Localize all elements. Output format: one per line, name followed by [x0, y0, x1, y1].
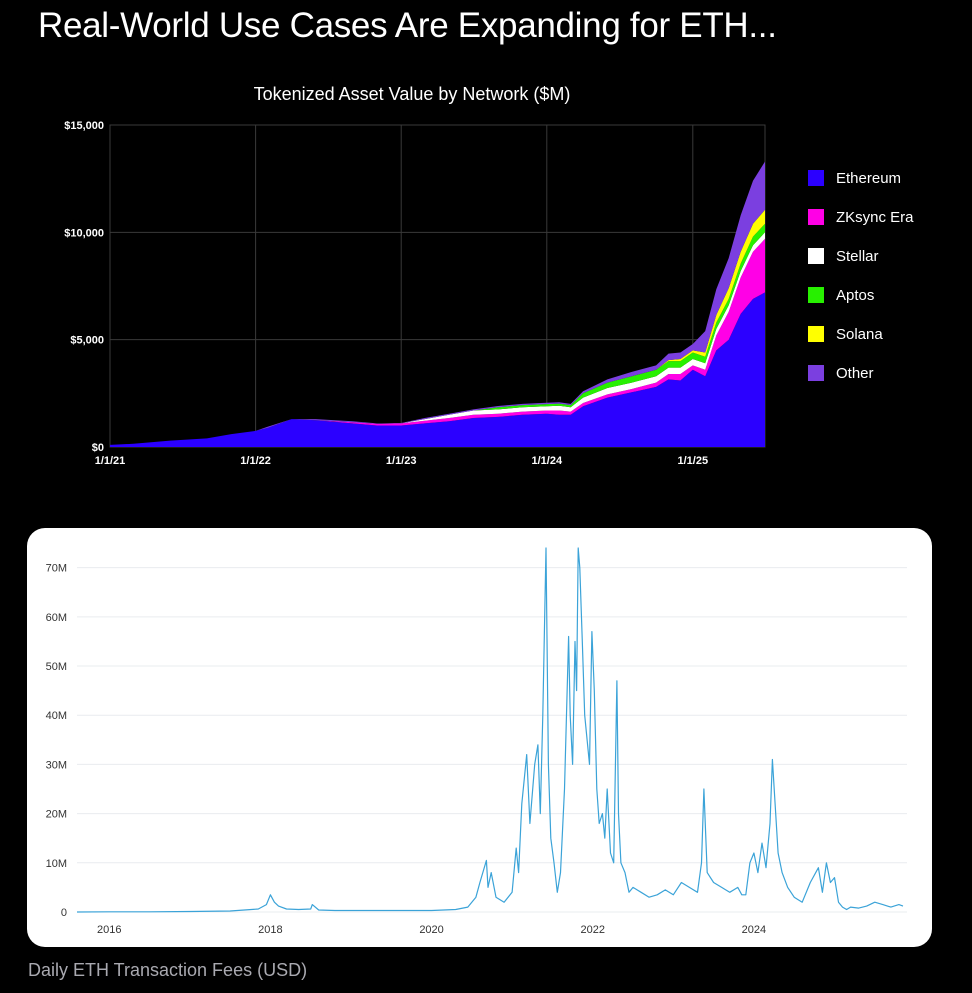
area-stellar [110, 232, 765, 445]
y-tick-label: $5,000 [70, 335, 104, 347]
legend: Ethereum ZKsync Era Stellar Aptos Solana Othe… [808, 170, 914, 382]
x-tick-label: 1/1/21 [95, 455, 126, 467]
x-tick-label: 2024 [742, 924, 766, 936]
x-axis-ticks: 2016 2018 2020 2022 2024 [97, 924, 766, 936]
x-tick-label: 1/1/25 [678, 455, 709, 467]
legend-label-aptos: Aptos [836, 287, 874, 304]
y-axis-ticks: $15,000 $10,000 $5,000 $0 [64, 120, 104, 454]
y-tick-label: 40M [46, 710, 67, 722]
x-tick-label: 1/1/24 [532, 455, 563, 467]
legend-label-ethereum: Ethereum [836, 170, 901, 187]
y-tick-label: 50M [46, 661, 67, 673]
stacked-areas [110, 161, 765, 447]
x-tick-label: 2020 [419, 924, 443, 936]
legend-swatch-ethereum [808, 170, 824, 186]
x-tick-label: 2022 [580, 924, 604, 936]
area-ethereum [110, 292, 765, 447]
y-tick-label: 10M [46, 858, 67, 870]
legend-swatch-other [808, 365, 824, 381]
legend-label-solana: Solana [836, 326, 883, 343]
grid-lines [77, 567, 907, 913]
area-aptos [110, 223, 765, 445]
legend-swatch-solana [808, 326, 824, 342]
y-tick-label: 20M [46, 809, 67, 821]
y-tick-label: 60M [46, 612, 67, 624]
legend-label-zksync-era: ZKsync Era [836, 209, 914, 226]
fees-chart-card: 70M 60M 50M 40M 30M 20M 10M 0 2016 2018 2020 2022 2… [27, 528, 932, 947]
y-tick-label: 0 [61, 907, 67, 919]
x-tick-label: 2016 [97, 924, 121, 936]
legend-swatch-stellar [808, 248, 824, 264]
chart-title: Tokenized Asset Value by Network ($M) [254, 84, 571, 104]
legend-label-stellar: Stellar [836, 248, 879, 265]
tokenized-asset-chart: Tokenized Asset Value by Network ($M) $1… [64, 84, 914, 467]
fees-line [76, 547, 904, 913]
x-tick-label: 2018 [258, 924, 282, 936]
y-tick-label: $15,000 [64, 120, 104, 132]
y-tick-label: $10,000 [64, 227, 104, 239]
x-axis-ticks: 1/1/21 1/1/22 1/1/23 1/1/24 1/1/25 [95, 455, 708, 467]
page-headline: Real-World Use Cases Are Expanding for E… [38, 6, 777, 45]
legend-label-other: Other [836, 365, 874, 382]
legend-swatch-aptos [808, 287, 824, 303]
y-axis-ticks: 70M 60M 50M 40M 30M 20M 10M 0 [46, 563, 67, 919]
y-tick-label: $0 [92, 442, 104, 454]
x-tick-label: 1/1/22 [240, 455, 271, 467]
x-tick-label: 1/1/23 [386, 455, 417, 467]
y-tick-label: 30M [46, 759, 67, 771]
y-tick-label: 70M [46, 563, 67, 575]
legend-swatch-zksync-era [808, 209, 824, 225]
chart-caption: Daily ETH Transaction Fees (USD) [28, 960, 308, 980]
